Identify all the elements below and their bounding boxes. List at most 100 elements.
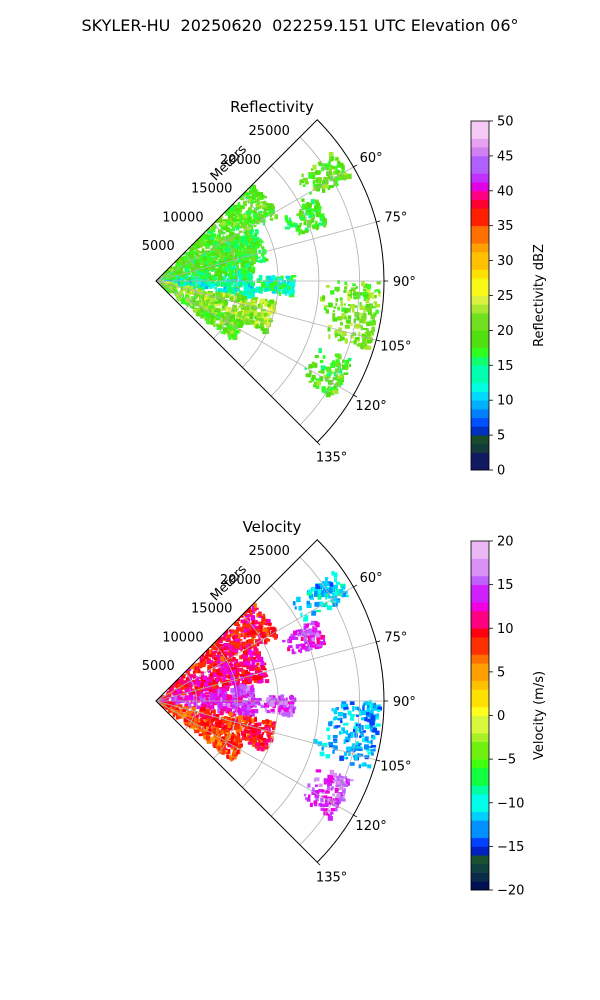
colorbar-step — [471, 443, 489, 453]
colorbar-step — [471, 750, 489, 760]
colorbar-step — [471, 461, 489, 471]
range-tick-label: 10000 — [162, 630, 203, 645]
colorbar-step — [471, 286, 489, 296]
colorbar-step — [471, 234, 489, 244]
colorbar-step — [471, 321, 489, 331]
colorbar-step — [471, 741, 489, 751]
azimuth-tick — [376, 339, 381, 342]
colorbar-step — [471, 881, 489, 891]
colorbar-tick-label: 10 — [497, 394, 514, 409]
azimuth-spoke — [155, 700, 377, 761]
azimuth-spoke — [155, 641, 377, 702]
azimuth-tick-label: 105° — [380, 339, 411, 354]
azimuth-tick-label: 135° — [316, 871, 347, 886]
echo-region — [299, 151, 352, 202]
echo-field — [156, 151, 381, 398]
colorbar-label: Reflectivity dBZ — [532, 244, 547, 347]
colorbar-step — [471, 121, 489, 131]
range-tick-label: 20000 — [220, 153, 261, 168]
colorbar-tick-label: 0 — [497, 464, 505, 479]
azimuth-spoke — [155, 221, 377, 282]
colorbar-step — [471, 837, 489, 847]
colorbar-step — [471, 846, 489, 856]
azimuth-spoke — [155, 280, 377, 341]
colorbar-step — [471, 190, 489, 200]
echo-region — [319, 280, 381, 350]
colorbar-step — [471, 278, 489, 288]
colorbar-step — [471, 129, 489, 139]
azimuth-tick-label: 135° — [316, 451, 347, 466]
colorbar-tick-label: 15 — [497, 359, 514, 374]
azimuth-tick — [316, 861, 321, 866]
colorbar-step — [471, 312, 489, 323]
azimuth-tick — [353, 164, 358, 168]
echo-field — [156, 571, 383, 821]
colorbar-tick-label: 20 — [497, 535, 514, 550]
colorbar-step — [471, 251, 489, 262]
colorbar-step — [471, 391, 489, 401]
azimuth-spoke — [155, 700, 354, 816]
colorbar-tick-label: −15 — [497, 840, 524, 855]
colorbar-step — [471, 636, 489, 647]
colorbar-step — [471, 820, 489, 830]
range-tick-label: 15000 — [191, 182, 232, 197]
echo-region — [313, 699, 383, 769]
colorbar-step — [471, 671, 489, 682]
colorbar-tick-label: 40 — [497, 184, 514, 199]
colorbar-step — [471, 828, 489, 839]
figure-title: SKYLER-HU 20250620 022259.151 UTC Elevat… — [81, 16, 519, 35]
colorbar-tick-label: −10 — [497, 796, 524, 811]
azimuth-tick-label: 90° — [393, 275, 416, 290]
colorbar-step — [471, 628, 489, 638]
range-tick-label: 25000 — [249, 124, 290, 139]
colorbar-step — [471, 408, 489, 419]
colorbar-step — [471, 182, 489, 192]
colorbar-step — [471, 347, 489, 357]
colorbar-step — [471, 330, 489, 340]
colorbar-tick-label: 20 — [497, 324, 514, 339]
range-tick-label: 15000 — [191, 602, 232, 617]
azimuth-tick-label: 75° — [384, 631, 407, 646]
colorbar-step — [471, 610, 489, 620]
azimuth-tick — [353, 814, 358, 818]
colorbar-step — [471, 776, 489, 786]
colorbar-step — [471, 356, 489, 366]
sector-outline — [155, 119, 385, 443]
colorbar-step — [471, 855, 489, 865]
colorbar-tick-label: −5 — [497, 753, 516, 768]
azimuth-tick-label: 60° — [360, 571, 383, 586]
colorbar-tick-label: 25 — [497, 289, 514, 304]
azimuth-tick-label: 90° — [393, 695, 416, 710]
echo-region — [246, 694, 297, 718]
colorbar-step — [471, 680, 489, 690]
azimuth-tick-label: 75° — [384, 211, 407, 226]
azimuth-tick — [353, 394, 358, 398]
colorbar-tick-label: 5 — [497, 429, 505, 444]
sector-outline — [155, 539, 385, 863]
chart-title: Reflectivity — [230, 98, 314, 116]
colorbar-step — [471, 400, 489, 410]
reflectivity-panel: Reflectivity 5000 10000 15000 20000 25000 60° 7… — [142, 98, 547, 479]
colorbar-step — [471, 225, 489, 235]
colorbar-step — [471, 759, 489, 769]
echo-region — [284, 199, 327, 236]
colorbar-step — [471, 295, 489, 305]
colorbar-tick-label: 0 — [497, 709, 505, 724]
colorbar-step — [471, 382, 489, 392]
colorbar-step — [471, 724, 489, 734]
colorbar-step — [471, 645, 489, 655]
colorbar-step — [471, 173, 489, 183]
colorbar-tick-label: 30 — [497, 254, 514, 269]
colorbar-tick-label: 35 — [497, 219, 514, 234]
colorbar-step — [471, 802, 489, 812]
colorbar-step — [471, 602, 489, 612]
azimuth-tick-label: 120° — [355, 819, 386, 834]
colorbar-step — [471, 689, 489, 699]
colorbar-tick-label: 10 — [497, 622, 514, 637]
colorbar-step — [471, 208, 489, 218]
azimuth-spoke — [155, 166, 354, 282]
azimuth-tick-label: 120° — [355, 399, 386, 414]
colorbar-step — [471, 785, 489, 795]
colorbar-step — [471, 199, 489, 209]
colorbar-step — [471, 706, 489, 716]
